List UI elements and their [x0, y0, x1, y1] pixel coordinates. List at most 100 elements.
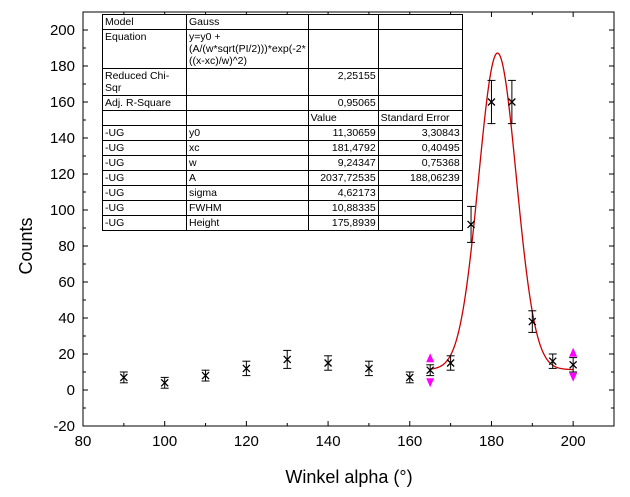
fit-table-cell: A	[186, 170, 309, 186]
fit-table-row: Reduced Chi-Sqr 2,25155	[102, 68, 463, 96]
fit-table-row: -UG w 9,24347 0,75368	[102, 155, 463, 171]
fit-table-cell: -UG	[102, 140, 187, 156]
fit-table-cell	[186, 68, 309, 96]
fit-table-cell: Reduced Chi-Sqr	[102, 68, 187, 96]
fit-table-cell: 3,30843	[377, 125, 463, 141]
fit-table-row: Equation y=y0 + (A/(w*sqrt(PI/2)))*exp(-2…	[102, 29, 463, 69]
range-marker-up	[569, 347, 578, 357]
x-tick-label: 140	[316, 433, 341, 450]
fit-curve	[430, 52, 574, 371]
data-point	[487, 98, 496, 106]
data-point	[324, 359, 333, 367]
range-marker-up	[426, 353, 435, 363]
data-point	[446, 359, 455, 367]
fit-table-cell: Gauss	[186, 14, 309, 30]
fit-table-cell: -UG	[102, 185, 187, 201]
y-axis-label: Counts	[16, 217, 36, 274]
fit-table-cell: xc	[186, 140, 309, 156]
fit-table-cell	[377, 68, 463, 96]
data-point	[507, 98, 516, 106]
y-tick-label: 80	[58, 238, 75, 255]
fit-table-cell	[377, 200, 463, 216]
fit-table-cell: -UG	[102, 125, 187, 141]
data-point	[160, 378, 169, 387]
x-tick-label: 120	[234, 433, 259, 450]
y-tick-label: 160	[50, 94, 75, 111]
fit-table-cell	[377, 95, 463, 111]
fit-table-cell: 188,06239	[377, 170, 463, 186]
y-tick-label: 120	[50, 166, 75, 183]
x-tick-label: 180	[479, 433, 504, 450]
fit-table-cell: 2037,72535	[307, 170, 379, 186]
fit-table-cell	[377, 14, 463, 30]
fit-table-cell: 11,30659	[307, 125, 379, 141]
fit-table-cell: FWHM	[186, 200, 309, 216]
fit-table-cell	[186, 110, 309, 126]
y-tick-label: 60	[58, 274, 75, 291]
fit-table-cell: 0,75368	[377, 155, 463, 171]
fit-table-row: Model Gauss	[102, 14, 463, 30]
fit-table-row: -UG A 2037,72535 188,06239	[102, 170, 463, 186]
plot-frame	[82, 11, 615, 427]
x-tick-label: 200	[561, 433, 586, 450]
data-point	[119, 373, 128, 382]
axes: 80 100 120 140 160 180 200 -20 0 20 40 60 80 100 120 14…	[50, 11, 615, 450]
fit-table-cell: 4,62173	[307, 185, 379, 201]
fit-table-cell: -UG	[102, 200, 187, 216]
data-point	[242, 364, 251, 373]
fit-layer	[430, 52, 574, 371]
x-axis-label: Winkel alpha (°)	[285, 467, 412, 487]
fit-table-row: -UG FWHM 10,88335	[102, 200, 463, 216]
fit-table-cell: -UG	[102, 155, 187, 171]
data-point	[467, 220, 475, 229]
fit-table-cell	[307, 14, 379, 30]
fit-table-cell	[377, 215, 463, 231]
fit-table-cell: Value	[307, 110, 379, 126]
range-marker-down	[426, 378, 435, 388]
data-point	[201, 371, 210, 380]
data-point	[283, 355, 292, 364]
x-tick-label: 100	[152, 433, 177, 450]
fit-table-row: Value Standard Error	[102, 110, 463, 126]
fit-table-cell	[377, 29, 463, 69]
fit-table-cell: 10,88335	[307, 200, 379, 216]
fit-table-cell: y0	[186, 125, 309, 141]
fit-table-cell: -UG	[102, 215, 187, 231]
y-tick-label: 0	[67, 382, 75, 399]
fit-table-cell: w	[186, 155, 309, 171]
fit-table-cell: Height	[186, 215, 309, 231]
data-point	[569, 360, 578, 369]
fit-table-cell: Model	[102, 14, 187, 30]
points-layer	[119, 79, 578, 389]
x-tick-label: 80	[75, 433, 92, 450]
fit-table-cell	[307, 29, 379, 69]
data-point	[426, 366, 435, 375]
y-tick-label: 40	[58, 310, 75, 327]
fit-table-cell: 0,40495	[377, 140, 463, 156]
fit-table-cell	[102, 110, 187, 126]
y-tick-label: 180	[50, 58, 75, 75]
fit-table-row: -UG Height 175,8939	[102, 215, 463, 231]
y-tick-label: -20	[53, 418, 75, 435]
fit-table-cell: y=y0 + (A/(w*sqrt(PI/2)))*exp(-2*((x-xc)…	[186, 29, 309, 69]
x-tick-label: 160	[397, 433, 422, 450]
range-marker-down	[569, 372, 578, 382]
fit-table-cell	[186, 95, 309, 111]
data-point	[364, 364, 373, 373]
fit-table-row: Adj. R-Square 0,95065	[102, 95, 463, 111]
fit-table-cell: 2,25155	[307, 68, 379, 96]
y-tick-label: 20	[58, 346, 75, 363]
data-point	[548, 357, 557, 366]
fit-table-cell: sigma	[186, 185, 309, 201]
y-tick-label: 200	[50, 22, 75, 39]
y-tick-label: 100	[50, 202, 75, 219]
fit-table-row: -UG xc 181,4792 0,40495	[102, 140, 463, 156]
fit-table-cell: Equation	[102, 29, 187, 69]
fit-table-cell: 0,95065	[307, 95, 379, 111]
data-point	[405, 373, 414, 382]
fit-table-cell: Standard Error	[377, 110, 463, 126]
fit-table-cell: 9,24347	[307, 155, 379, 171]
y-tick-label: 140	[50, 130, 75, 147]
fit-table-cell: -UG	[102, 170, 187, 186]
